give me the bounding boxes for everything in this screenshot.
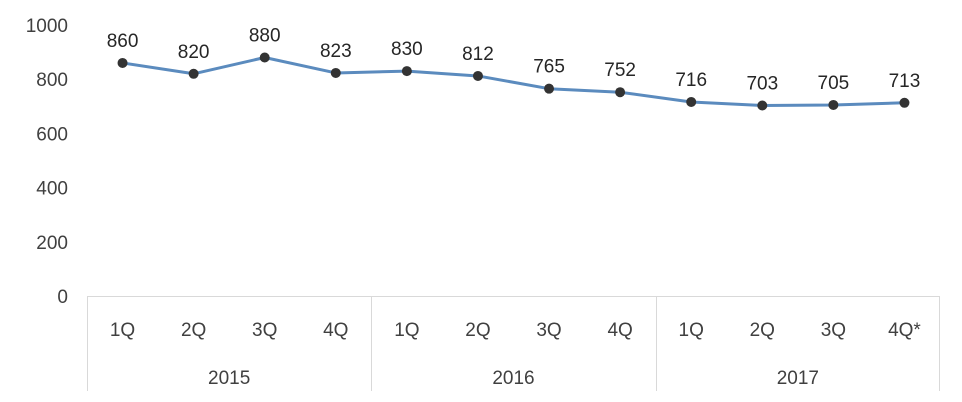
x-tick-label: 1Q xyxy=(679,320,704,341)
data-label: 820 xyxy=(178,42,210,63)
data-point xyxy=(188,68,199,79)
data-point xyxy=(472,70,483,81)
y-tick-label: 800 xyxy=(36,70,68,91)
y-axis: 0 200 400 600 800 1000 xyxy=(26,16,68,308)
data-label: 860 xyxy=(107,31,139,52)
data-point xyxy=(757,100,768,111)
y-tick-label: 400 xyxy=(36,179,68,200)
data-label: 812 xyxy=(462,44,494,65)
x-group-label: 2015 xyxy=(208,368,250,389)
x-tick-label: 4Q xyxy=(323,320,348,341)
x-tick-label: 2Q xyxy=(750,320,775,341)
x-tick-label: 4Q* xyxy=(888,320,921,341)
x-tick-label: 4Q xyxy=(607,320,632,341)
series-layer xyxy=(117,52,910,111)
x-tick-label: 3Q xyxy=(536,320,561,341)
y-tick-label: 200 xyxy=(36,233,68,254)
data-label: 823 xyxy=(320,41,352,62)
x-tick-label: 1Q xyxy=(394,320,419,341)
x-tick-label: 3Q xyxy=(821,320,846,341)
data-label: 765 xyxy=(533,57,565,78)
data-point xyxy=(544,83,555,94)
x-group-label: 2016 xyxy=(492,368,534,389)
x-tick-label: 2Q xyxy=(181,320,206,341)
data-label: 830 xyxy=(391,39,423,60)
y-tick-label: 0 xyxy=(57,287,68,308)
data-point xyxy=(899,97,910,108)
data-label: 716 xyxy=(675,70,707,91)
x-tick-label: 2Q xyxy=(465,320,490,341)
y-tick-label: 1000 xyxy=(26,16,68,37)
series-line xyxy=(121,56,906,107)
data-point xyxy=(117,57,128,68)
x-group-label: 2017 xyxy=(777,368,819,389)
data-point xyxy=(259,52,270,63)
data-label: 703 xyxy=(746,73,778,94)
x-tick-label: 1Q xyxy=(110,320,135,341)
y-tick-label: 600 xyxy=(36,124,68,145)
x-axis: 1Q 2Q 3Q 4Q 2015 1Q 2Q 3Q 4Q 2016 1Q 2Q 3Q 4Q* 2017 xyxy=(87,296,940,391)
data-label: 713 xyxy=(889,71,921,92)
data-label: 752 xyxy=(604,60,636,81)
data-label: 705 xyxy=(818,73,850,94)
data-point xyxy=(686,96,697,107)
data-label: 880 xyxy=(249,26,281,47)
data-point xyxy=(828,99,839,110)
data-labels: 860 820 880 823 830 812 765 752 716 703 705 713 xyxy=(107,26,921,95)
data-point xyxy=(615,87,626,98)
x-tick-label: 3Q xyxy=(252,320,277,341)
data-point xyxy=(401,66,412,77)
data-point xyxy=(330,67,341,78)
